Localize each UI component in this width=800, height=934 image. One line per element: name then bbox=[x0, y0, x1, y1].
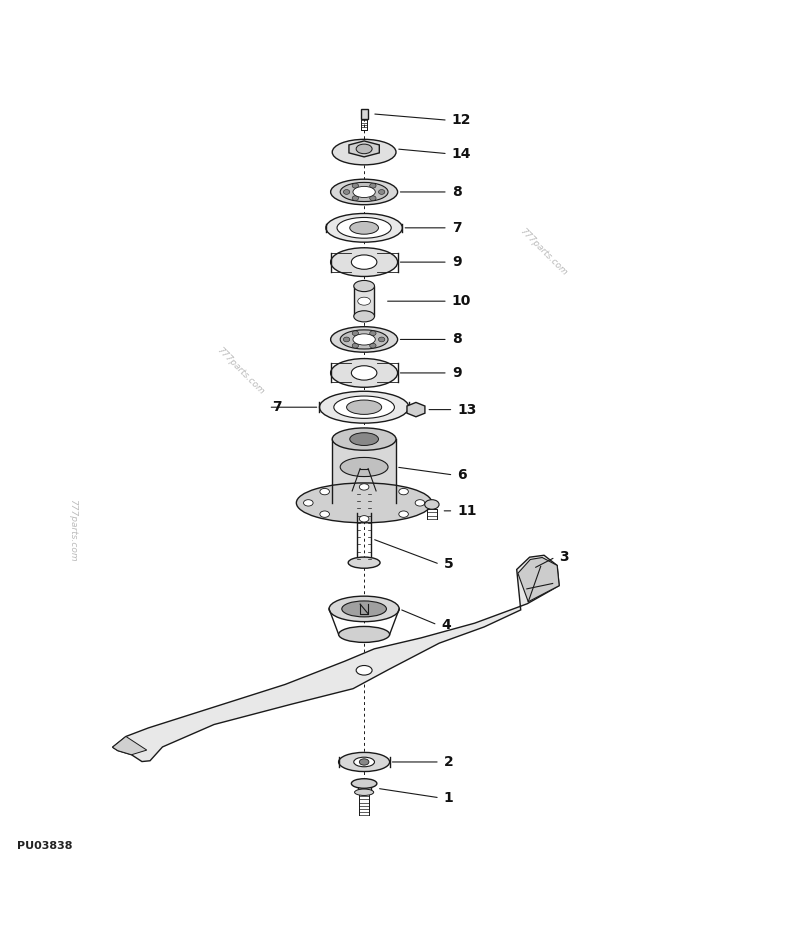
Ellipse shape bbox=[356, 144, 372, 154]
Ellipse shape bbox=[370, 331, 376, 335]
Ellipse shape bbox=[378, 190, 385, 194]
Ellipse shape bbox=[354, 757, 374, 767]
Ellipse shape bbox=[415, 500, 425, 506]
Ellipse shape bbox=[359, 758, 369, 765]
FancyBboxPatch shape bbox=[361, 109, 368, 119]
Ellipse shape bbox=[338, 627, 390, 643]
Ellipse shape bbox=[358, 297, 370, 305]
Text: 13: 13 bbox=[458, 403, 477, 417]
Ellipse shape bbox=[330, 248, 398, 276]
Ellipse shape bbox=[329, 596, 399, 622]
Text: 6: 6 bbox=[458, 468, 467, 482]
Ellipse shape bbox=[326, 214, 402, 242]
Ellipse shape bbox=[330, 359, 398, 388]
Ellipse shape bbox=[352, 183, 358, 188]
Ellipse shape bbox=[353, 187, 375, 197]
Ellipse shape bbox=[319, 391, 409, 423]
Ellipse shape bbox=[338, 753, 390, 771]
Text: 7: 7 bbox=[273, 400, 282, 414]
Text: 11: 11 bbox=[458, 503, 477, 517]
Ellipse shape bbox=[320, 511, 330, 517]
Ellipse shape bbox=[346, 400, 382, 415]
Text: 5: 5 bbox=[444, 558, 454, 572]
Text: 14: 14 bbox=[452, 147, 471, 161]
Ellipse shape bbox=[334, 396, 394, 418]
Text: 777parts.com: 777parts.com bbox=[215, 346, 266, 397]
FancyBboxPatch shape bbox=[354, 286, 374, 317]
Ellipse shape bbox=[350, 221, 378, 234]
Ellipse shape bbox=[378, 337, 385, 342]
Ellipse shape bbox=[330, 179, 398, 205]
Text: 9: 9 bbox=[452, 366, 462, 380]
Polygon shape bbox=[113, 736, 146, 755]
Text: 8: 8 bbox=[452, 333, 462, 347]
FancyBboxPatch shape bbox=[358, 785, 370, 792]
Ellipse shape bbox=[332, 139, 396, 165]
Ellipse shape bbox=[351, 779, 377, 788]
Polygon shape bbox=[407, 403, 425, 417]
Ellipse shape bbox=[354, 311, 374, 322]
Ellipse shape bbox=[296, 483, 432, 523]
Ellipse shape bbox=[352, 344, 358, 348]
Ellipse shape bbox=[340, 182, 388, 202]
Ellipse shape bbox=[332, 428, 396, 450]
Text: 777parts.com: 777parts.com bbox=[518, 226, 569, 277]
Polygon shape bbox=[113, 556, 559, 761]
Text: 9: 9 bbox=[452, 255, 462, 269]
Ellipse shape bbox=[337, 218, 391, 238]
Ellipse shape bbox=[351, 366, 377, 380]
Ellipse shape bbox=[343, 190, 350, 194]
Text: 10: 10 bbox=[452, 294, 471, 308]
Polygon shape bbox=[518, 558, 559, 601]
Ellipse shape bbox=[350, 432, 378, 446]
Text: PU03838: PU03838 bbox=[18, 842, 73, 851]
Text: 2: 2 bbox=[444, 755, 454, 769]
Text: 777parts.com: 777parts.com bbox=[69, 500, 78, 562]
Ellipse shape bbox=[343, 337, 350, 342]
Ellipse shape bbox=[320, 488, 330, 495]
Ellipse shape bbox=[340, 330, 388, 349]
Ellipse shape bbox=[370, 196, 376, 201]
Ellipse shape bbox=[348, 557, 380, 568]
Text: 4: 4 bbox=[442, 618, 451, 631]
Ellipse shape bbox=[352, 331, 358, 335]
Ellipse shape bbox=[351, 255, 377, 269]
Text: 7: 7 bbox=[452, 220, 462, 234]
Text: 3: 3 bbox=[559, 550, 569, 564]
Ellipse shape bbox=[399, 511, 408, 517]
Ellipse shape bbox=[359, 484, 369, 490]
Text: 12: 12 bbox=[452, 113, 471, 127]
Polygon shape bbox=[349, 141, 379, 157]
Ellipse shape bbox=[353, 333, 375, 345]
Ellipse shape bbox=[303, 500, 313, 506]
Ellipse shape bbox=[399, 488, 408, 495]
Text: 1: 1 bbox=[444, 791, 454, 805]
Ellipse shape bbox=[359, 516, 369, 522]
Ellipse shape bbox=[354, 789, 374, 796]
Ellipse shape bbox=[425, 500, 439, 509]
FancyBboxPatch shape bbox=[332, 439, 396, 502]
Ellipse shape bbox=[352, 196, 358, 201]
Ellipse shape bbox=[340, 458, 388, 476]
Text: 8: 8 bbox=[452, 185, 462, 199]
Ellipse shape bbox=[370, 344, 376, 348]
Ellipse shape bbox=[354, 280, 374, 291]
Ellipse shape bbox=[370, 183, 376, 188]
Ellipse shape bbox=[356, 666, 372, 675]
Ellipse shape bbox=[342, 601, 386, 616]
Ellipse shape bbox=[330, 327, 398, 352]
